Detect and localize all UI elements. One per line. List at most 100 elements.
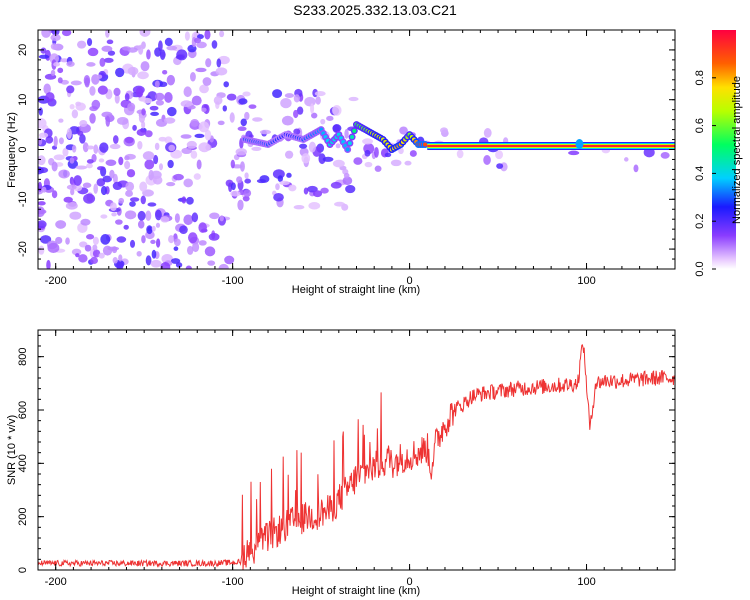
heatmap-cell [144,130,153,138]
heatmap-cell [155,238,161,248]
heatmap-cell [150,239,156,245]
heatmap-cell [332,124,340,133]
heatmap-cell [137,71,149,80]
heatmap-cell [145,210,152,221]
heatmap-cell [109,143,121,150]
heatmap-cell [38,209,47,215]
heatmap-cell [280,97,292,109]
heatmap-cell [82,182,92,188]
heatmap-cell [149,105,159,111]
heatmap-cell [75,253,80,258]
heatmap-cell [132,124,137,131]
heatmap-cell [168,235,175,244]
heatmap-cell [124,136,134,144]
x-tick-label: -100 [222,275,244,287]
heatmap-cell [256,179,267,184]
heatmap-cell [115,67,125,78]
heatmap-cell [129,197,140,202]
heatmap-cell [109,202,117,212]
heatmap-cell [118,156,124,166]
heatmap-cell [198,142,211,153]
heatmap-cell [311,112,318,119]
spectrogram-x-label: Height of straight line (km) [292,284,420,296]
heatmap-cell [51,190,58,199]
heatmap-cell [347,141,352,146]
heatmap-cell [102,245,113,256]
x-tick-label: 0 [407,275,413,287]
heatmap-cell [348,96,359,102]
heatmap-cell [183,178,194,188]
heatmap-cell [142,151,155,161]
heatmap-cell [87,47,99,57]
heatmap-cell [198,240,207,246]
snr-panel: -200 -100 0 100 0 200 400 600 800 Height of stra… [6,329,676,597]
heatmap-cell [208,233,220,241]
heatmap-cell [150,259,162,268]
heatmap-cell [216,58,222,68]
heatmap-cell [92,236,99,245]
heatmap-cell [139,30,151,37]
heatmap-cell [80,218,91,226]
heatmap-cell [237,126,247,132]
heatmap-cell [240,118,247,127]
heatmap-cell [96,74,103,79]
heatmap-cell [173,173,184,181]
heatmap-cell [190,71,196,82]
heatmap-cell [345,184,356,194]
heatmap-cell [166,45,178,51]
heatmap-cell [204,30,211,40]
heatmap-cell [259,129,272,135]
heatmap-cell [96,166,105,171]
heatmap-cell [106,39,114,45]
heatmap-cell [344,128,349,139]
heatmap-cell [45,92,55,102]
heatmap-cell [49,53,60,64]
heatmap-cell [38,245,45,255]
heatmap-cell [374,146,379,158]
heatmap-cell [66,128,72,140]
heatmap-cell [242,195,250,202]
heatmap-cell [126,169,136,178]
heatmap-cell [38,201,46,206]
heatmap-cell [235,148,247,156]
y-tick-label: 20 [17,44,29,56]
heatmap-cell [92,244,98,251]
colorbar-tick-label: 0.4 [694,166,706,181]
heatmap-cell [38,137,43,146]
heatmap-cell [57,77,63,84]
heatmap-cell [38,155,46,166]
heatmap-cell [496,163,504,169]
heatmap-cell [151,249,157,259]
heatmap-cell [575,139,584,150]
heatmap-cell [196,41,207,49]
heatmap-cell [129,239,136,248]
heatmap-cell [242,91,251,97]
heatmap-cell [139,181,148,192]
heatmap-cell [303,187,309,195]
heatmap-cell [194,133,205,138]
heatmap-cell [38,166,44,175]
heatmap-cell [97,85,108,95]
heatmap-cell [140,195,146,205]
heatmap-cell [273,192,284,202]
heatmap-cell [315,96,321,105]
heatmap-cell [125,190,133,197]
heatmap-cell [127,66,139,76]
heatmap-cell [71,109,79,119]
heatmap-cell [293,128,301,135]
heatmap-cell [138,44,144,55]
heatmap-cell [332,105,342,116]
heatmap-cell [201,107,207,113]
heatmap-cell [53,62,61,67]
heatmap-cell [362,138,374,145]
heatmap-cell [219,30,225,38]
heatmap-cell [66,85,75,94]
spectrogram-heatmap [38,30,675,269]
heatmap-cell [100,234,111,245]
spectrogram-y-label: Frequency (Hz) [6,112,18,188]
heatmap-cell [69,157,75,164]
heatmap-cell [137,220,145,229]
heatmap-cell [180,100,193,108]
heatmap-cell [66,184,77,190]
